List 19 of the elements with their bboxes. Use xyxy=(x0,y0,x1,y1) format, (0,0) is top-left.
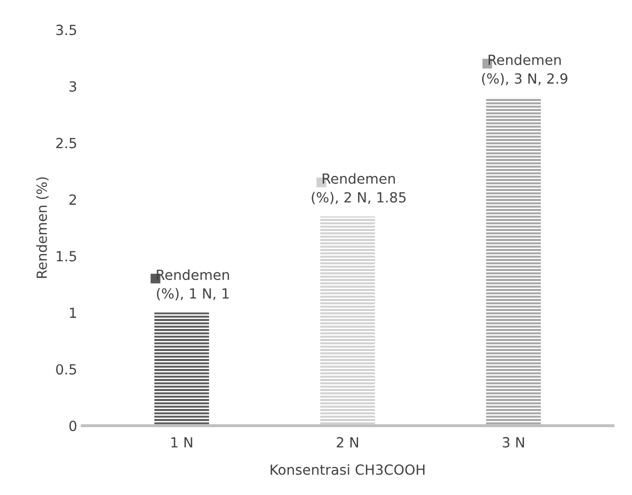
bar xyxy=(154,312,210,426)
y-tick-label: 0.5 xyxy=(56,364,76,375)
data-label: Rendemen (%), 1 N, 1 xyxy=(156,269,229,300)
bar xyxy=(320,216,375,426)
x-axis-title: Konsentrasi CH3COOH xyxy=(270,464,424,475)
x-tick-label: 2 N xyxy=(336,437,358,448)
y-tick-label: 2 xyxy=(69,194,76,205)
bar xyxy=(486,98,541,426)
y-tick-label: 1.5 xyxy=(56,251,76,262)
x-tick-label: 1 N xyxy=(171,437,192,448)
y-tick-label: 3 xyxy=(70,81,76,92)
y-tick-label: 3.5 xyxy=(56,24,76,36)
y-tick-label: 2.5 xyxy=(56,138,76,148)
data-label: Rendemen (%), 3 N, 2.9 xyxy=(482,54,568,86)
y-tick-label: 0 xyxy=(69,420,76,432)
y-tick-label: 1 xyxy=(70,308,76,318)
x-tick-label: 3 N xyxy=(502,437,524,448)
y-axis-title: Rendemen (%) xyxy=(36,177,49,278)
data-label: Rendemen (%), 2 N, 1.85 xyxy=(312,173,406,204)
